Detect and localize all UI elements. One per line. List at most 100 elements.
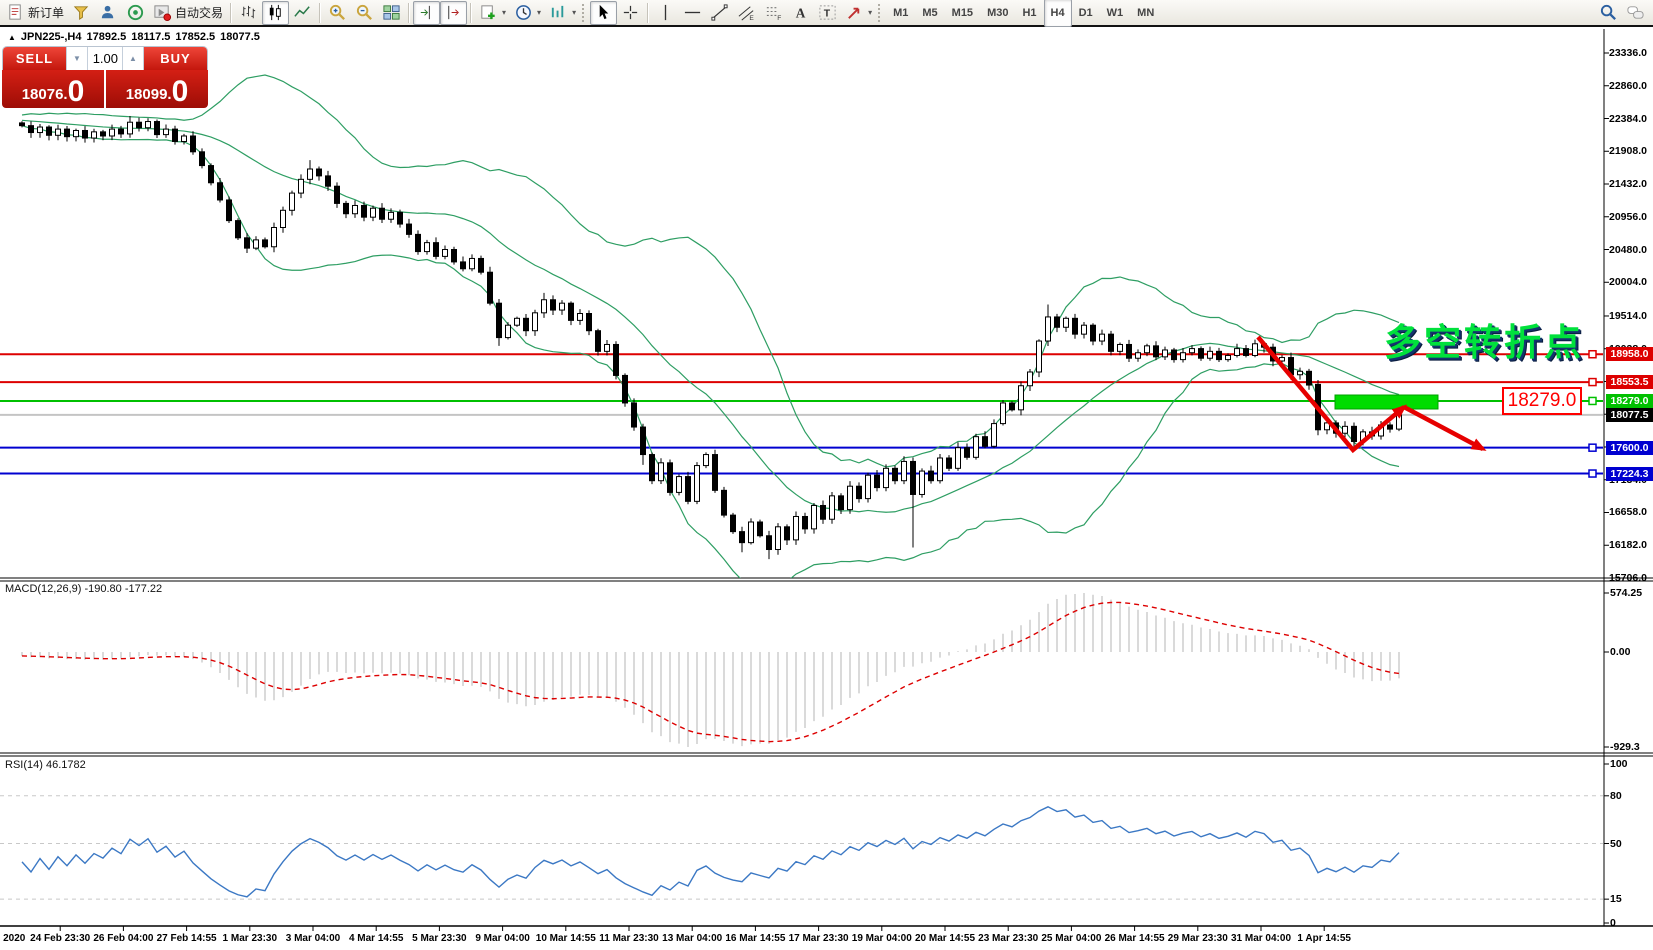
line-chart-button[interactable] xyxy=(289,1,316,25)
collapse-arrow-icon[interactable]: ▲ xyxy=(8,32,16,42)
period-button[interactable]: ▾ xyxy=(510,1,545,25)
search-button[interactable] xyxy=(1595,1,1622,25)
zoom-in-button[interactable] xyxy=(324,1,351,25)
symbol-name: JPN225-,H4 xyxy=(20,31,82,43)
new-order-button[interactable]: 新订单 xyxy=(2,1,68,25)
zoom-out-icon xyxy=(355,3,374,22)
time-axis-label: 20 Mar 14:55 xyxy=(914,933,976,944)
buy-price[interactable]: 18099 . 0 xyxy=(106,70,208,108)
separator xyxy=(319,2,322,23)
tile-windows-button[interactable] xyxy=(378,1,405,25)
buy-price-int: 18099 xyxy=(125,86,168,103)
horizontal-line-button[interactable] xyxy=(679,1,706,25)
tab-timeframe-d1[interactable]: D1 xyxy=(1078,6,1093,19)
profile-button[interactable] xyxy=(95,1,122,25)
line-chart-icon xyxy=(293,3,312,22)
chart-shift-button[interactable] xyxy=(413,0,441,25)
add-order-button[interactable]: ▾ xyxy=(475,1,510,25)
text-button[interactable]: A xyxy=(787,1,814,25)
tab-timeframe-m15[interactable]: M15 xyxy=(951,6,974,19)
ohlc-high: 18117.5 xyxy=(131,31,171,43)
tab-timeframe-h4[interactable]: H4 xyxy=(1043,0,1072,27)
fibonacci-button[interactable]: F xyxy=(760,1,787,25)
vertical-line-button[interactable] xyxy=(652,1,679,25)
zoom-out-button[interactable] xyxy=(351,1,378,25)
macd-axis-label: 0.00 xyxy=(1610,646,1631,658)
funnel-button[interactable] xyxy=(68,1,95,25)
tab-timeframe-w1[interactable]: W1 xyxy=(1106,6,1124,19)
symbol-info-bar[interactable]: ▲ JPN225-,H4 17892.5 18117.5 17852.5 180… xyxy=(8,31,260,43)
profile-icon xyxy=(99,3,118,22)
price-axis-tick: 15706.0 xyxy=(1609,572,1647,584)
chevron-down-icon: ▾ xyxy=(502,8,507,17)
buy-button[interactable]: BUY xyxy=(144,47,207,70)
bar-chart-button[interactable] xyxy=(235,1,262,25)
sell-price-int: 18076 xyxy=(21,86,64,103)
time-axis-label: 19 Mar 04:00 xyxy=(851,933,912,944)
time-axis-label: 26 Feb 04:00 xyxy=(93,933,154,944)
volume-decrease-button[interactable]: ▼ xyxy=(66,47,88,70)
tab-timeframe-m5[interactable]: M5 xyxy=(922,6,938,19)
tab-timeframe-h1[interactable]: H1 xyxy=(1022,6,1037,19)
price-axis-tick: 21908.0 xyxy=(1609,145,1647,158)
price-line-badge: 17224.3 xyxy=(1606,466,1653,481)
separator xyxy=(230,2,233,23)
toolbar-grip xyxy=(878,3,884,22)
cursor-button[interactable] xyxy=(590,0,618,25)
sell-button[interactable]: SELL xyxy=(3,47,66,70)
template-button[interactable]: ▾ xyxy=(545,1,580,25)
autotrading-label: 自动交易 xyxy=(175,6,224,20)
macd-axis-label: -929.3 xyxy=(1610,741,1640,753)
clock-icon xyxy=(514,3,533,22)
ohlc-low: 17852.5 xyxy=(175,31,216,43)
crosshair-button[interactable] xyxy=(617,1,644,25)
sell-price-dot: . xyxy=(63,86,68,103)
chevron-down-icon: ▾ xyxy=(868,8,873,17)
template-icon xyxy=(549,3,568,22)
separator xyxy=(470,2,473,23)
time-axis-label: 26 Mar 14:55 xyxy=(1104,933,1165,944)
auto-scroll-button[interactable] xyxy=(440,0,468,25)
price-axis-tick: 22384.0 xyxy=(1609,112,1647,125)
price-line-badge: 17600.0 xyxy=(1606,440,1653,455)
new-order-label: 新订单 xyxy=(28,6,65,20)
separator xyxy=(647,2,650,23)
auto-scroll-icon xyxy=(444,3,463,22)
price-callout-box[interactable]: 18279.0 xyxy=(1502,387,1582,415)
rsi-axis-label: 50 xyxy=(1610,837,1622,850)
chat-button[interactable] xyxy=(1622,1,1649,25)
horizontal-line-icon xyxy=(683,3,702,22)
price-axis-tick: 20480.0 xyxy=(1609,243,1647,256)
price-axis-tick: 22860.0 xyxy=(1609,79,1647,92)
arrow-objects-button[interactable]: ▾ xyxy=(841,1,876,25)
time-axis-label: 23 Mar 23:30 xyxy=(978,933,1039,944)
time-axis-label: 3 Mar 04:00 xyxy=(285,933,341,944)
tab-timeframe-m30[interactable]: M30 xyxy=(987,6,1009,19)
price-axis-tick: 23336.0 xyxy=(1609,47,1647,59)
svg-text:A: A xyxy=(796,5,806,20)
autotrading-icon xyxy=(153,3,172,22)
autotrading-button[interactable]: 自动交易 xyxy=(149,1,227,25)
candlestick-chart-button[interactable] xyxy=(262,0,290,25)
tab-timeframe-mn[interactable]: MN xyxy=(1137,6,1155,19)
svg-text:E: E xyxy=(749,15,754,22)
volume-increase-button[interactable]: ▲ xyxy=(122,47,144,70)
toolbar: 新订单 自动交易 ▾ ▾ ▾ E F A T ▾ M1 M5 M15 M30 H… xyxy=(0,0,1653,27)
price-axis-tick: 19514.0 xyxy=(1609,309,1647,322)
zoom-in-icon xyxy=(328,3,347,22)
sell-price[interactable]: 18076 . 0 xyxy=(2,70,104,108)
connection-button[interactable] xyxy=(122,1,149,25)
text-label-button[interactable]: T xyxy=(814,1,841,25)
rsi-label: RSI(14) 46.1782 xyxy=(5,759,86,771)
rsi-axis-label: 100 xyxy=(1610,758,1628,770)
chart-annotation-text[interactable]: 多空转折点 xyxy=(1384,322,1584,363)
trendline-button[interactable] xyxy=(706,1,733,25)
equidistant-channel-button[interactable]: E xyxy=(733,1,760,25)
time-axis-label: 29 Mar 23:30 xyxy=(1167,933,1228,944)
cursor-icon xyxy=(594,3,613,22)
volume-input[interactable] xyxy=(88,47,122,70)
crosshair-icon xyxy=(621,3,640,22)
tab-timeframe-m1[interactable]: M1 xyxy=(893,6,909,19)
